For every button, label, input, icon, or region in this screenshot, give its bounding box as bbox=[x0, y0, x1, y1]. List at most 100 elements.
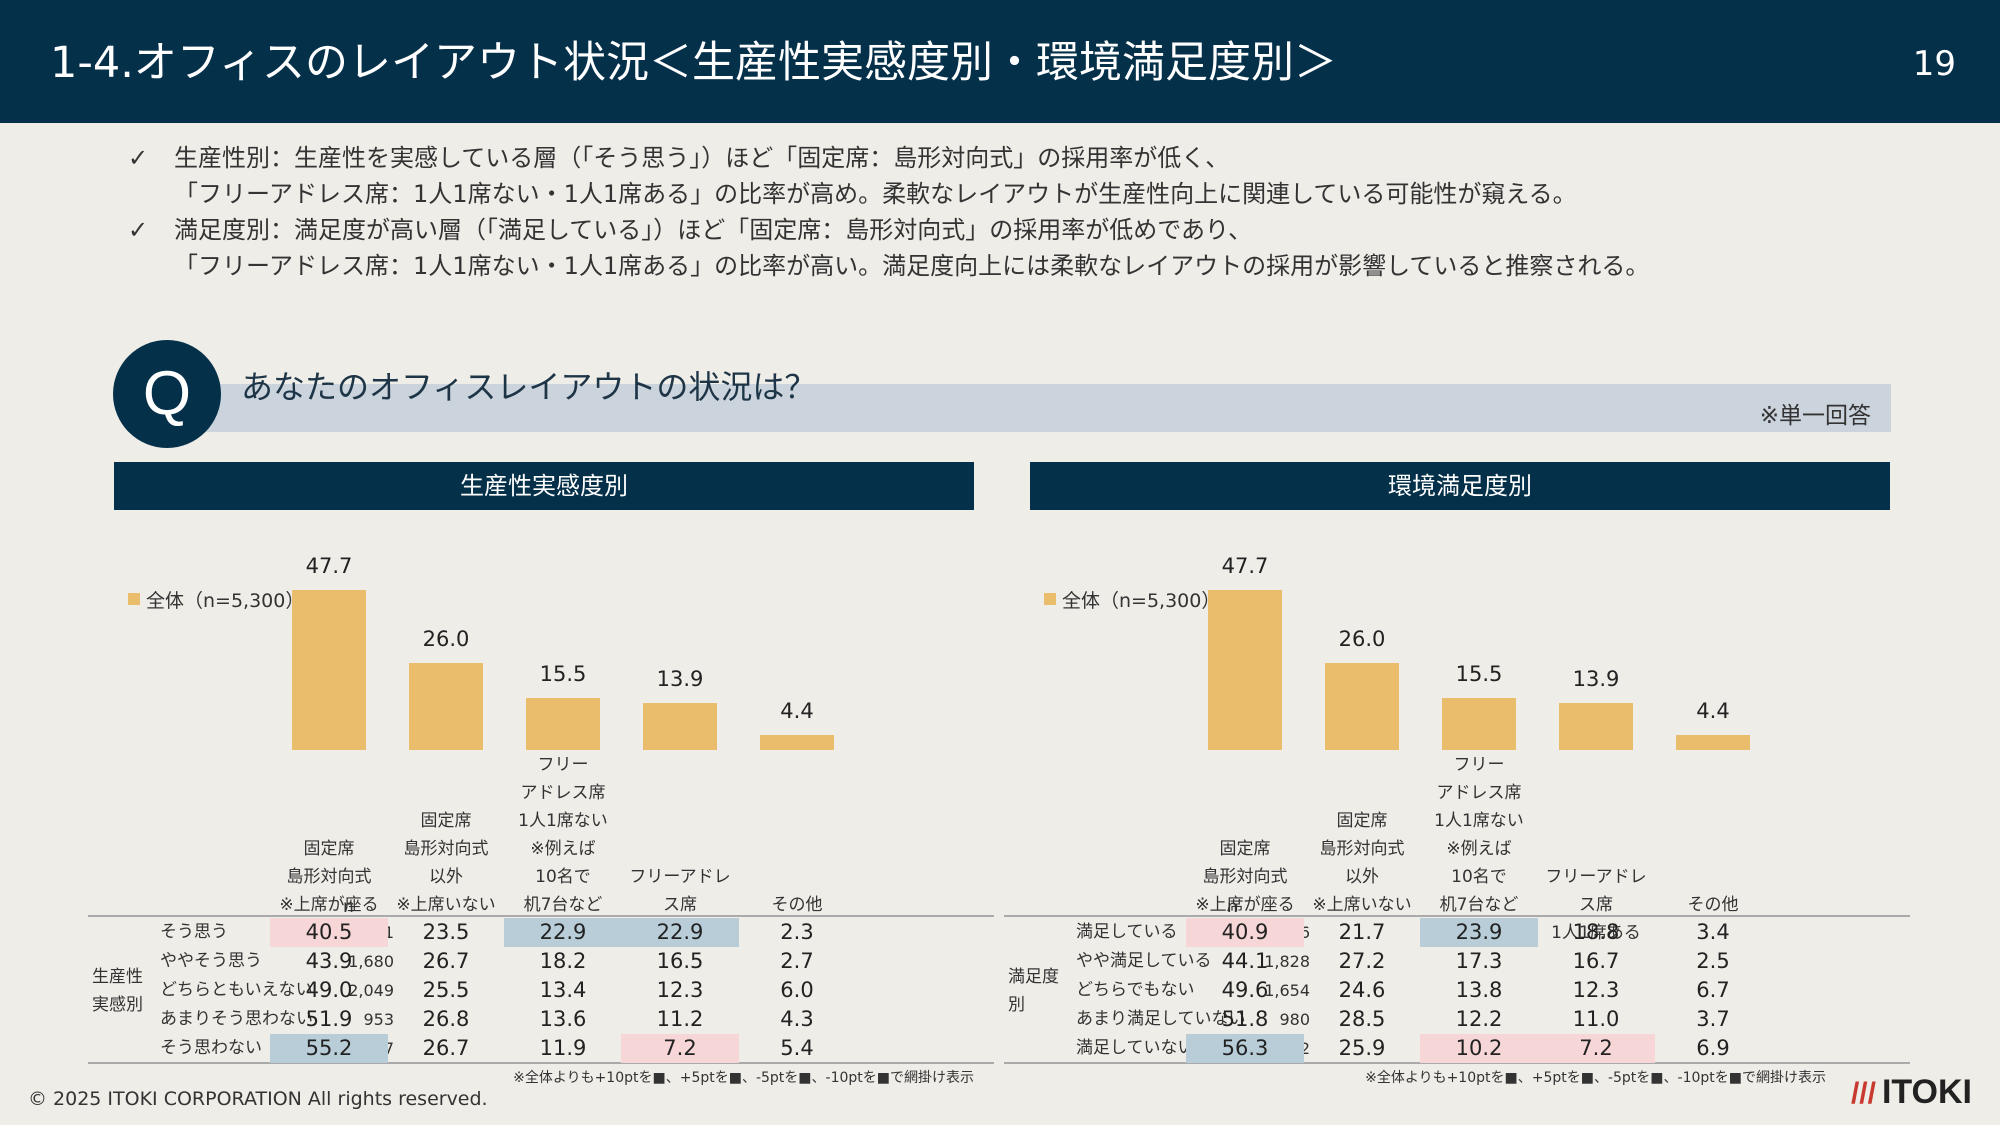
page-number: 19 bbox=[1912, 44, 1956, 84]
table-cell: 11.9 bbox=[539, 1036, 587, 1060]
table-cell: 44.1 bbox=[1221, 949, 1269, 973]
category-line: 以外 bbox=[1345, 867, 1379, 887]
bar bbox=[526, 698, 600, 750]
table-cell: 49.6 bbox=[1221, 978, 1269, 1002]
bullet-line: 「フリーアドレス席：1人1席ない・1人1席ある」の比率が高い。満足度向上には柔軟… bbox=[174, 252, 1650, 280]
table-cell: 18.8 bbox=[1572, 920, 1620, 944]
row-n: 1,828 bbox=[1264, 952, 1310, 971]
category-line: ※上席が座る bbox=[1195, 895, 1295, 915]
table-cell: 6.7 bbox=[1696, 978, 1730, 1002]
category-line: フリー bbox=[537, 755, 589, 775]
legend-swatch bbox=[1044, 593, 1056, 605]
category-line: その他 bbox=[1687, 895, 1739, 915]
table-row: やや満足している 1,828 44.1 27.2 17.3 16.7 2.5 bbox=[1004, 947, 1910, 976]
category-line: 机7台など bbox=[523, 895, 603, 915]
table-row: そう思う34140.523.522.922.92.3 bbox=[88, 918, 994, 947]
group-label-line: 満足度 bbox=[1008, 967, 1059, 987]
table-cell: 4.3 bbox=[780, 1007, 814, 1031]
bar-value-label: 15.5 bbox=[539, 662, 587, 686]
category-line: 島形対向式 bbox=[286, 867, 372, 887]
table-cell: 7.2 bbox=[621, 1034, 739, 1063]
category-line: 以外 bbox=[429, 867, 463, 887]
row-label: そう思わない bbox=[160, 1038, 262, 1058]
row-n: 1,654 bbox=[1264, 981, 1310, 1000]
table-top-rule bbox=[88, 915, 994, 917]
table-cell: 17.3 bbox=[1455, 949, 1503, 973]
bar-value-label: 26.0 bbox=[422, 627, 470, 651]
row-label: やや満足している bbox=[1076, 951, 1212, 971]
category-label: その他 bbox=[1658, 891, 1768, 919]
table-row: 満足している50640.921.723.918.83.4 bbox=[1004, 918, 1910, 947]
n-column-header: n bbox=[343, 897, 354, 917]
table-cell: 55.2 bbox=[270, 1034, 388, 1063]
logo-mark-icon: /// bbox=[1850, 1077, 1876, 1110]
page-title: 1-4.オフィスのレイアウト状況＜生産性実感度別・環境満足度別＞ bbox=[50, 38, 1338, 88]
category-label: フリーアドレス席 1人1席ある bbox=[1541, 863, 1651, 947]
table-row: どちらともいえない 2,049 49.0 25.5 13.4 12.3 6.0 bbox=[88, 976, 994, 1005]
table-bottom-rule bbox=[1004, 1062, 1910, 1064]
row-label: あまり満足していない bbox=[1076, 1009, 1246, 1029]
table-cell: 51.8 bbox=[1221, 1007, 1269, 1031]
legend-label: 全体（n=5,300） bbox=[146, 590, 305, 612]
category-line: 島形対向式 bbox=[403, 839, 489, 859]
bullet-line: 「フリーアドレス席：1人1席ない・1人1席ある」の比率が高め。柔軟なレイアウトが… bbox=[174, 180, 1577, 208]
copyright: © 2025 ITOKI CORPORATION All rights rese… bbox=[28, 1088, 488, 1110]
bar bbox=[1325, 663, 1399, 750]
table-cell: 10.2 bbox=[1420, 1034, 1538, 1063]
category-line: その他 bbox=[771, 895, 823, 915]
category-line: 10名で bbox=[1451, 867, 1507, 887]
check-icon: ✓ bbox=[128, 216, 149, 244]
bar-value-label: 4.4 bbox=[780, 699, 814, 723]
table-cell: 2.5 bbox=[1696, 949, 1730, 973]
row-label: どちらでもない bbox=[1076, 980, 1195, 1000]
category-line: フリーアドレス席 bbox=[629, 867, 731, 915]
table-cell: 12.2 bbox=[1455, 1007, 1503, 1031]
category-label: 固定席 島形対向式 以外 ※上席いない bbox=[391, 807, 501, 919]
table-cell: 56.3 bbox=[1186, 1034, 1304, 1063]
row-label: そう思う bbox=[160, 922, 228, 942]
table-cell: 40.5 bbox=[270, 918, 388, 947]
category-line: アドレス席 bbox=[1436, 783, 1522, 803]
row-n: 953 bbox=[363, 1010, 394, 1029]
bar-value-label: 13.9 bbox=[656, 667, 704, 691]
group-label-line: 別 bbox=[1008, 995, 1025, 1015]
row-label: 満足していない bbox=[1076, 1038, 1195, 1058]
table-cell: 2.7 bbox=[780, 949, 814, 973]
summary-bullets: ✓ 生産性別：生産性を実感している層（「そう思う」）ほど「固定席：島形対向式」の… bbox=[128, 140, 1649, 284]
table-row: どちらでもない 1,654 49.6 24.6 13.8 12.3 6.7 bbox=[1004, 976, 1910, 1005]
table-top-rule bbox=[1004, 915, 1910, 917]
table-cell: 7.2 bbox=[1537, 1034, 1655, 1063]
bar-value-label: 13.9 bbox=[1572, 667, 1620, 691]
table-cell: 25.5 bbox=[422, 978, 470, 1002]
legend-swatch bbox=[128, 593, 140, 605]
table-cell: 13.8 bbox=[1455, 978, 1503, 1002]
bullet-line: 生産性別：生産性を実感している層（「そう思う」）ほど「固定席：島形対向式」の採用… bbox=[174, 144, 1230, 172]
table-cell: 11.0 bbox=[1572, 1007, 1620, 1031]
bar-value-label: 15.5 bbox=[1455, 662, 1503, 686]
category-label: その他 bbox=[742, 891, 852, 919]
table-cell: 3.7 bbox=[1696, 1007, 1730, 1031]
row-label: あまりそう思わない bbox=[160, 1009, 313, 1029]
group-label: 満足度別 bbox=[1008, 963, 1059, 1019]
table-cell: 49.0 bbox=[305, 978, 353, 1002]
table-row: あまりそう思わない 953 51.9 26.8 13.6 11.2 4.3 bbox=[88, 1005, 994, 1034]
group-label-line: 実感別 bbox=[92, 995, 143, 1015]
category-line: 固定席 bbox=[1219, 839, 1271, 859]
question-bar: ※単一回答 bbox=[168, 384, 1891, 432]
category-line: フリーアドレス席 bbox=[1545, 867, 1647, 915]
table-cell: 21.7 bbox=[1338, 920, 1386, 944]
bar bbox=[1559, 703, 1633, 750]
table-cell: 12.3 bbox=[1572, 978, 1620, 1002]
bullet-1: ✓ 生産性別：生産性を実感している層（「そう思う」）ほど「固定席：島形対向式」の… bbox=[128, 140, 1649, 212]
table-cell: 13.6 bbox=[539, 1007, 587, 1031]
shading-note: ※全体よりも+10ptを■、+5ptを■、-5ptを■、-10ptを■で網掛け表… bbox=[513, 1070, 974, 1086]
table-cell: 23.9 bbox=[1420, 918, 1538, 947]
row-n: 980 bbox=[1279, 1010, 1310, 1029]
table-cell: 6.9 bbox=[1696, 1036, 1730, 1060]
group-label: 生産性 実感別 bbox=[92, 963, 143, 1019]
category-label: 固定席 島形対向式 以外 ※上席いない bbox=[1307, 807, 1417, 919]
category-line: 固定席 bbox=[420, 811, 472, 831]
table-cell: 51.9 bbox=[305, 1007, 353, 1031]
itoki-logo: ///ITOKI bbox=[1851, 1073, 1972, 1112]
table-cell: 13.4 bbox=[539, 978, 587, 1002]
